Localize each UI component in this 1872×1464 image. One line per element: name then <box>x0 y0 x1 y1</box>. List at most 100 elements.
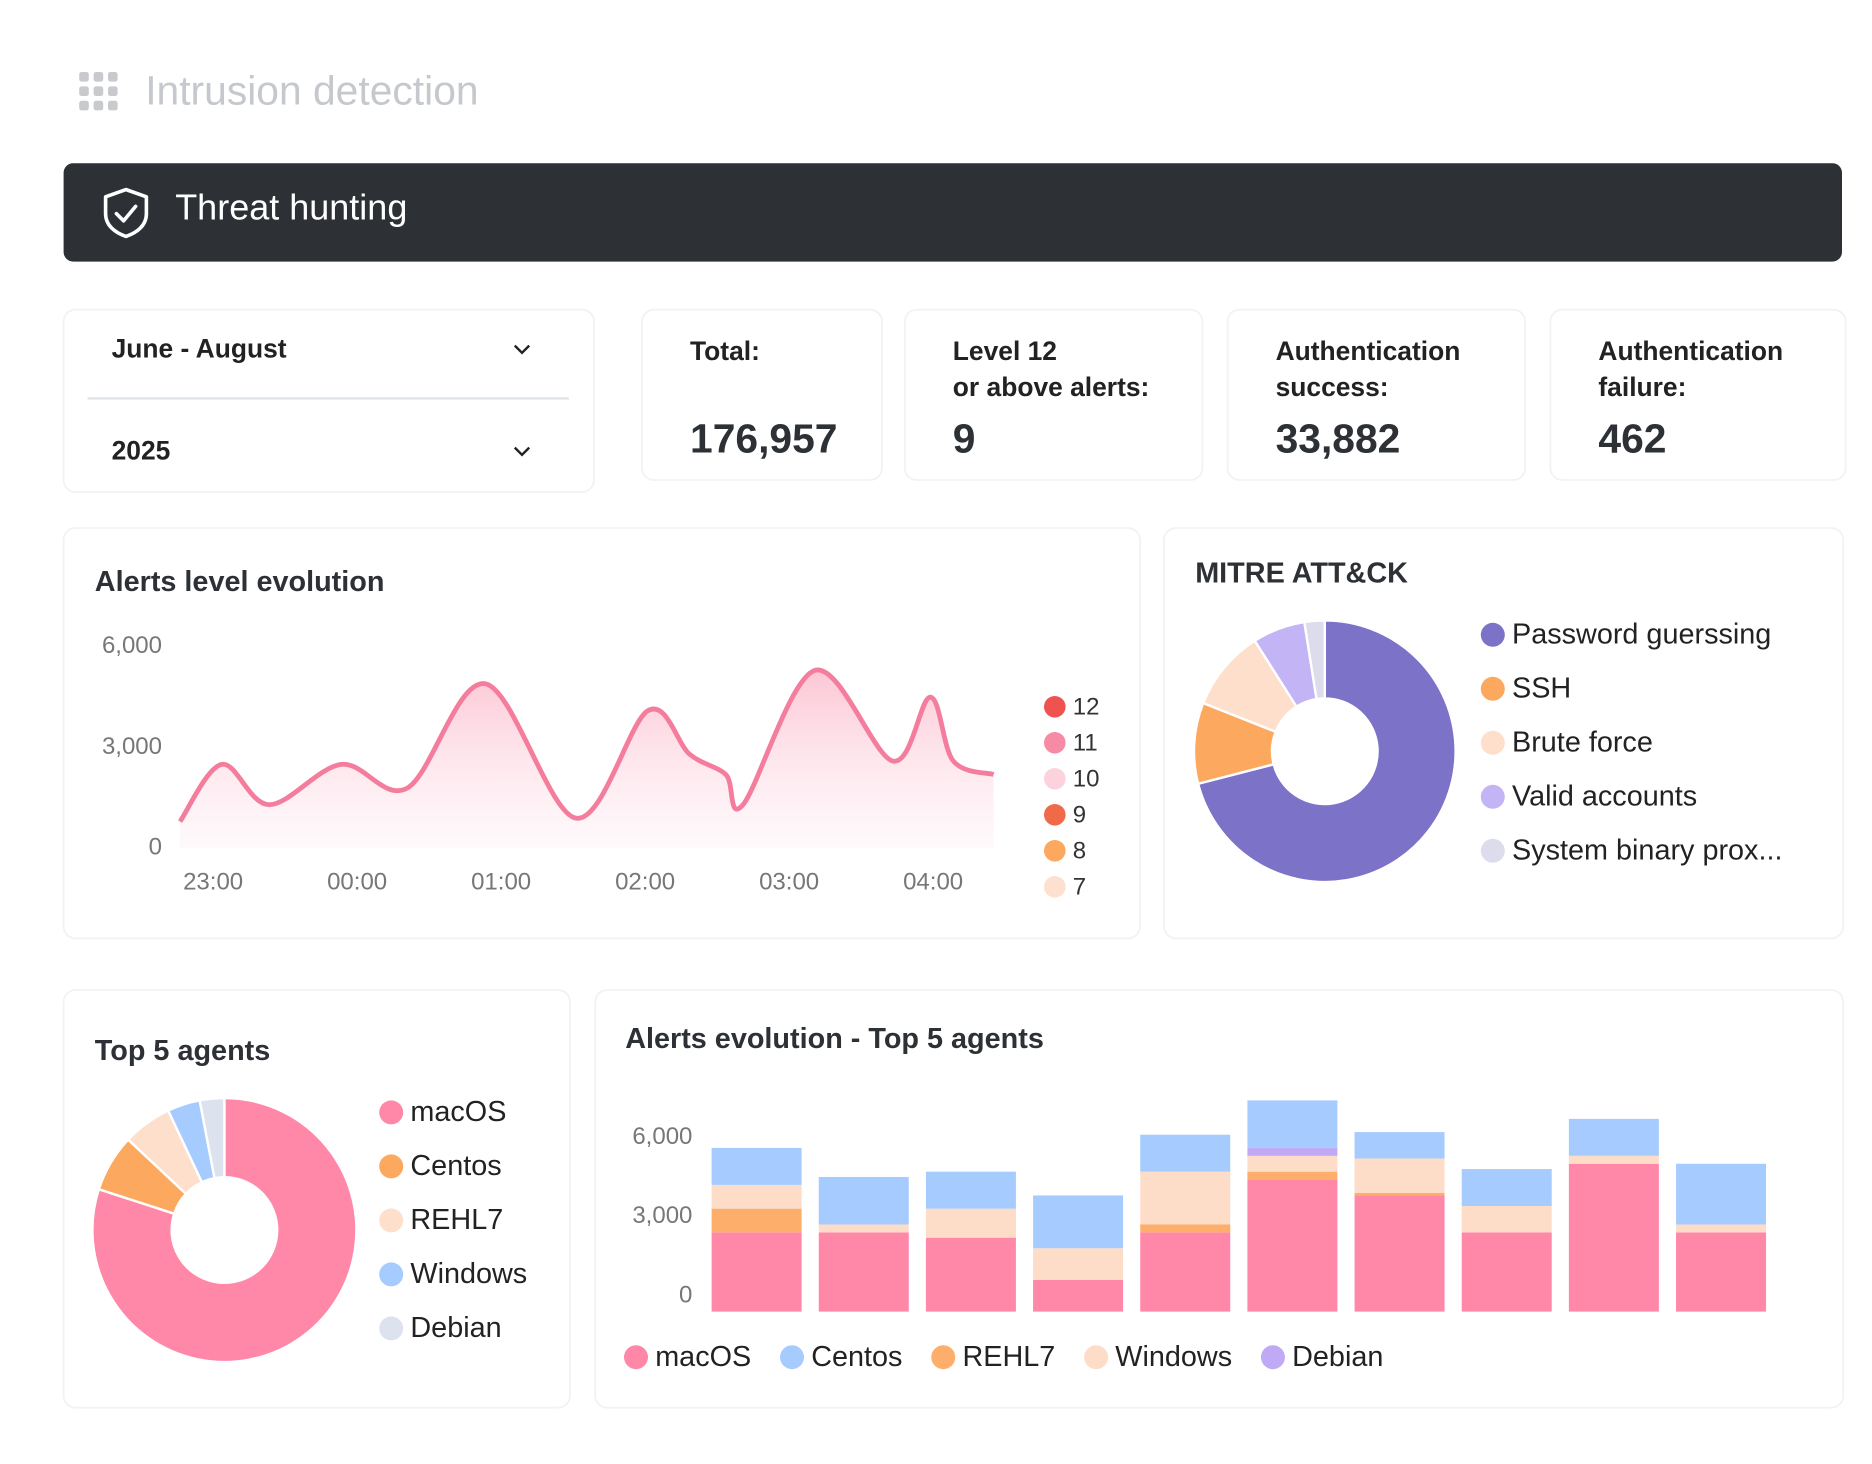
x-tick-label: 02:00 <box>615 869 675 896</box>
legend-label: Centos <box>811 1341 902 1373</box>
stat-label: Authentication <box>1598 336 1783 366</box>
stat-card <box>1549 308 1847 481</box>
legend-label: macOS <box>655 1341 751 1373</box>
chart-title: Alerts evolution - Top 5 agents <box>625 1023 1044 1055</box>
legend-swatch <box>379 1208 404 1233</box>
legend-swatch <box>1480 838 1505 863</box>
bar-segment <box>1354 1158 1445 1193</box>
legend-label: Valid accounts <box>1512 781 1697 813</box>
legend-swatch <box>780 1345 805 1370</box>
chart-title: Top 5 agents <box>95 1035 270 1067</box>
stat-value: 176,957 <box>690 415 837 461</box>
bar-segment <box>711 1232 802 1312</box>
apps-icon <box>79 72 118 111</box>
bar-segment <box>711 1184 802 1209</box>
x-tick-label: 03:00 <box>759 869 819 896</box>
legend-swatch <box>1044 804 1066 826</box>
bar-segment <box>925 1171 1016 1209</box>
y-tick-label: 6,000 <box>102 632 162 659</box>
x-tick-label: 04:00 <box>903 869 963 896</box>
stat-label: Total: <box>690 336 760 366</box>
legend-label: Debian <box>1292 1341 1383 1373</box>
legend-swatch <box>624 1345 648 1370</box>
chart-title: MITRE ATT&CK <box>1195 557 1408 589</box>
stat-card <box>903 308 1204 481</box>
stat-card <box>1226 308 1527 481</box>
legend-label: REHL7 <box>410 1204 503 1236</box>
bar-segment <box>1676 1232 1767 1312</box>
stat-label: failure: <box>1598 372 1686 402</box>
stat-value: 33,882 <box>1276 415 1401 461</box>
pie-slice <box>1196 619 1457 884</box>
legend-label: Password guerssing <box>1512 619 1771 651</box>
bar-segment <box>1676 1163 1767 1225</box>
x-tick-label: 01:00 <box>471 869 531 896</box>
chart-title: Alerts level evolution <box>95 566 385 598</box>
legend-swatch <box>1480 622 1505 647</box>
page-title: Intrusion detection <box>145 67 478 113</box>
legend-swatch <box>1084 1345 1109 1370</box>
bar-segment <box>818 1224 909 1233</box>
bar-segment <box>1140 1171 1231 1225</box>
bar-segment <box>1461 1232 1552 1312</box>
legend-label: System binary prox... <box>1512 835 1782 867</box>
bar-segment <box>1140 1224 1231 1233</box>
bar-segment <box>1461 1169 1552 1206</box>
legend-swatch <box>1044 732 1066 754</box>
bar-segment <box>1354 1132 1445 1159</box>
chevron[interactable] <box>513 344 531 355</box>
filter-year[interactable]: 2025 <box>112 435 171 465</box>
legend-label: Debian <box>410 1312 501 1344</box>
legend-swatch <box>1480 784 1505 809</box>
legend-label: macOS <box>410 1096 506 1128</box>
legend-swatch <box>379 1262 404 1287</box>
x-tick-label: 23:00 <box>183 869 243 896</box>
bar-segment <box>1247 1147 1338 1156</box>
legend-swatch <box>379 1154 404 1179</box>
legend-label: SSH <box>1512 673 1571 705</box>
legend-swatch <box>1044 876 1066 898</box>
y-tick-label: 3,000 <box>102 733 162 760</box>
stat-label: or above alerts: <box>953 372 1150 402</box>
legend-label: REHL7 <box>962 1341 1055 1373</box>
filter-period[interactable]: June - August <box>112 333 287 363</box>
bar-segment <box>1140 1232 1231 1312</box>
legend-label: 11 <box>1073 729 1098 756</box>
legend-label: 9 <box>1073 801 1086 828</box>
legend-label: Centos <box>410 1150 501 1182</box>
line <box>177 667 995 823</box>
area <box>180 669 994 849</box>
bar-segment <box>1354 1195 1445 1312</box>
bar-segment <box>1033 1195 1124 1249</box>
pie-slice <box>198 1096 226 1180</box>
bar-segment <box>1033 1248 1124 1280</box>
legend-label: 8 <box>1073 837 1086 864</box>
filter-card <box>62 308 595 493</box>
legend-swatch <box>1044 768 1066 790</box>
y-tick-label: 3,000 <box>632 1202 692 1229</box>
bar-segment <box>1354 1192 1445 1196</box>
shield-icon <box>103 187 149 239</box>
legend-swatch <box>1480 676 1505 701</box>
legend-swatch <box>379 1100 404 1125</box>
bar-segment <box>711 1208 802 1233</box>
banner <box>63 163 1843 262</box>
bar-segment <box>818 1176 909 1225</box>
stat-card <box>641 308 883 481</box>
stat-label: Level 12 <box>953 336 1057 366</box>
bar-segment <box>1247 1155 1338 1172</box>
bar-segment <box>1461 1206 1552 1233</box>
legend-label: Windows <box>1115 1341 1232 1373</box>
legend-swatch <box>1260 1345 1285 1370</box>
legend-label: 12 <box>1073 693 1100 720</box>
bar-segment <box>1247 1179 1338 1312</box>
x-tick-label: 00:00 <box>327 869 387 896</box>
chevron[interactable] <box>513 446 531 457</box>
bar-segment <box>925 1237 1016 1312</box>
bar-segment <box>1140 1134 1231 1172</box>
stat-label: Authentication <box>1276 336 1461 366</box>
bar-segment <box>1568 1163 1659 1312</box>
legend-swatch <box>1480 730 1505 755</box>
